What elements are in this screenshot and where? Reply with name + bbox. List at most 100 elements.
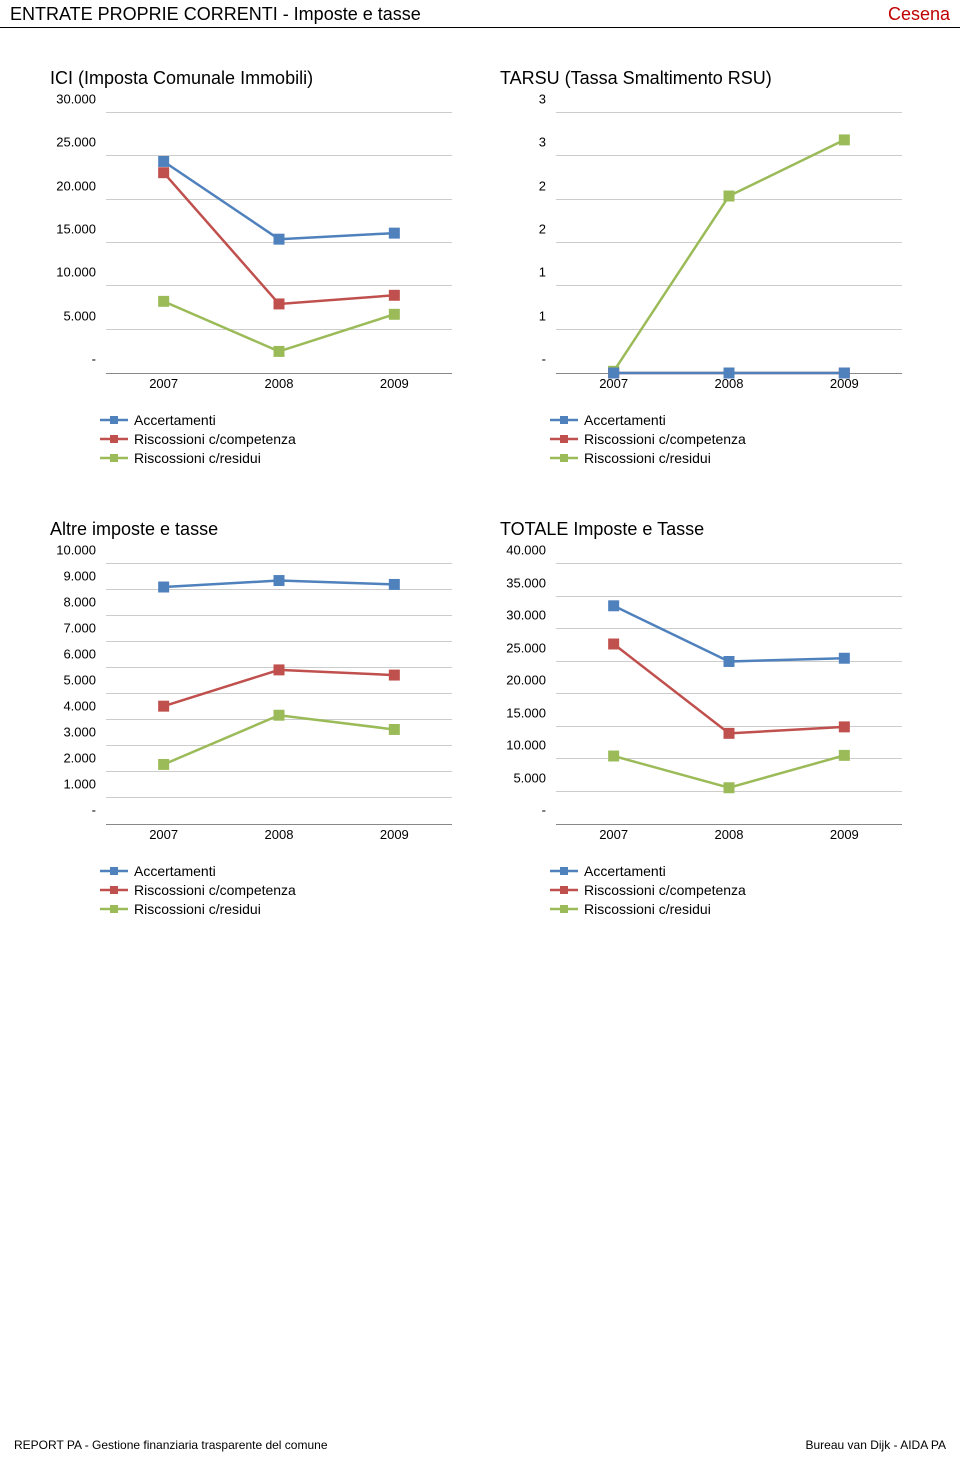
y-tick-label: 15.000 <box>506 705 546 720</box>
legend-marker-icon <box>100 432 128 446</box>
y-tick-label: 10.000 <box>56 265 96 280</box>
x-tick-label: 2008 <box>671 827 786 845</box>
y-tick-label: 2 <box>539 222 546 237</box>
legend-item: Riscossioni c/competenza <box>100 882 460 898</box>
page-header: ENTRATE PROPRIE CORRENTI - Imposte e tas… <box>0 0 960 28</box>
legend-marker-icon <box>550 902 578 916</box>
footer-left: REPORT PA - Gestione finanziaria traspar… <box>14 1438 328 1452</box>
y-tick-label: 2.000 <box>63 751 96 766</box>
chart-plot: - 5.000 10.000 15.000 20.000 25.000 30.000 35.0… <box>500 565 910 845</box>
legend-marker-icon <box>100 883 128 897</box>
chart-altre: Altre imposte e tasse - 1.000 2.000 3.000 4.… <box>30 509 480 960</box>
chart-title: ICI (Imposta Comunale Immobili) <box>50 68 460 89</box>
chart-grid: ICI (Imposta Comunale Immobili) - 5.000 10… <box>0 58 960 960</box>
chart-legend: Accertamenti Riscossioni c/competenza Risc… <box>50 863 460 917</box>
y-tick-label: 4.000 <box>63 699 96 714</box>
y-tick-label: 3 <box>539 92 546 107</box>
y-tick-label: 2 <box>539 178 546 193</box>
y-tick-label: 5.000 <box>63 308 96 323</box>
y-tick-label: 8.000 <box>63 595 96 610</box>
legend-marker-icon <box>550 864 578 878</box>
legend-marker-icon <box>550 883 578 897</box>
y-tick-label: - <box>92 803 96 818</box>
y-tick-label: 40.000 <box>506 543 546 558</box>
chart-legend: Accertamenti Riscossioni c/competenza Risc… <box>50 412 460 466</box>
y-tick-label: 9.000 <box>63 569 96 584</box>
chart-plot: -112233200720082009 <box>500 114 910 394</box>
legend-label: Riscossioni c/competenza <box>584 882 746 898</box>
chart-tarsu: TARSU (Tassa Smaltimento RSU) - 1 1 2 2 3 3 200… <box>480 58 930 509</box>
chart-ici: ICI (Imposta Comunale Immobili) - 5.000 10… <box>30 58 480 509</box>
legend-marker-icon <box>100 864 128 878</box>
x-tick-label: 2008 <box>221 376 336 394</box>
y-tick-label: 5.000 <box>63 673 96 688</box>
y-tick-label: 3.000 <box>63 725 96 740</box>
header-location: Cesena <box>888 4 950 25</box>
legend-item: Riscossioni c/residui <box>550 450 910 466</box>
legend-label: Accertamenti <box>134 863 216 879</box>
y-tick-label: 25.000 <box>506 640 546 655</box>
x-tick-label: 2007 <box>106 827 221 845</box>
legend-marker-icon <box>100 413 128 427</box>
x-tick-label: 2007 <box>556 376 671 394</box>
y-tick-label: - <box>542 803 546 818</box>
x-tick-label: 2008 <box>671 376 786 394</box>
legend-item: Riscossioni c/residui <box>100 901 460 917</box>
legend-item: Accertamenti <box>550 412 910 428</box>
x-tick-label: 2008 <box>221 827 336 845</box>
y-tick-label: 1.000 <box>63 777 96 792</box>
legend-marker-icon <box>550 451 578 465</box>
legend-label: Riscossioni c/competenza <box>584 431 746 447</box>
legend-label: Accertamenti <box>134 412 216 428</box>
y-tick-label: 1 <box>539 265 546 280</box>
y-tick-label: 3 <box>539 135 546 150</box>
chart-title: Altre imposte e tasse <box>50 519 460 540</box>
x-tick-label: 2007 <box>556 827 671 845</box>
legend-marker-icon <box>550 413 578 427</box>
y-tick-label: 10.000 <box>56 543 96 558</box>
y-tick-label: 15.000 <box>56 222 96 237</box>
chart-legend: Accertamenti Riscossioni c/competenza Risc… <box>500 412 910 466</box>
legend-item: Accertamenti <box>550 863 910 879</box>
legend-item: Riscossioni c/competenza <box>100 431 460 447</box>
y-tick-label: 30.000 <box>56 92 96 107</box>
y-tick-label: 20.000 <box>56 178 96 193</box>
chart-legend: Accertamenti Riscossioni c/competenza Risc… <box>500 863 910 917</box>
y-tick-label: 5.000 <box>513 770 546 785</box>
legend-label: Riscossioni c/competenza <box>134 431 296 447</box>
y-tick-label: - <box>92 352 96 367</box>
legend-item: Riscossioni c/residui <box>550 901 910 917</box>
legend-label: Accertamenti <box>584 863 666 879</box>
y-tick-label: 30.000 <box>506 608 546 623</box>
y-tick-label: 7.000 <box>63 621 96 636</box>
header-title: ENTRATE PROPRIE CORRENTI - Imposte e tas… <box>10 4 421 25</box>
legend-marker-icon <box>550 432 578 446</box>
legend-item: Riscossioni c/competenza <box>550 882 910 898</box>
chart-plot: -5.00010.00015.00020.00025.00030.0002007… <box>50 114 460 394</box>
y-tick-label: 6.000 <box>63 647 96 662</box>
y-tick-label: 1 <box>539 308 546 323</box>
legend-marker-icon <box>100 451 128 465</box>
legend-label: Riscossioni c/competenza <box>134 882 296 898</box>
x-tick-label: 2009 <box>787 376 902 394</box>
chart-totale: TOTALE Imposte e Tasse - 5.000 10.000 15.00… <box>480 509 930 960</box>
chart-title: TOTALE Imposte e Tasse <box>500 519 910 540</box>
legend-item: Riscossioni c/residui <box>100 450 460 466</box>
x-tick-label: 2007 <box>106 376 221 394</box>
footer-right: Bureau van Dijk - AIDA PA <box>805 1438 946 1452</box>
legend-item: Accertamenti <box>100 412 460 428</box>
chart-title: TARSU (Tassa Smaltimento RSU) <box>500 68 910 89</box>
y-tick-label: 10.000 <box>506 738 546 753</box>
chart-plot: - 1.000 2.000 3.000 4.000 5.000 6.000 7.000 8.00… <box>50 565 460 845</box>
legend-item: Accertamenti <box>100 863 460 879</box>
x-tick-label: 2009 <box>787 827 902 845</box>
y-tick-label: 35.000 <box>506 575 546 590</box>
legend-label: Riscossioni c/residui <box>134 901 261 917</box>
legend-label: Riscossioni c/residui <box>584 901 711 917</box>
y-tick-label: - <box>542 352 546 367</box>
y-tick-label: 20.000 <box>506 673 546 688</box>
legend-marker-icon <box>100 902 128 916</box>
legend-label: Riscossioni c/residui <box>584 450 711 466</box>
legend-label: Riscossioni c/residui <box>134 450 261 466</box>
legend-item: Riscossioni c/competenza <box>550 431 910 447</box>
